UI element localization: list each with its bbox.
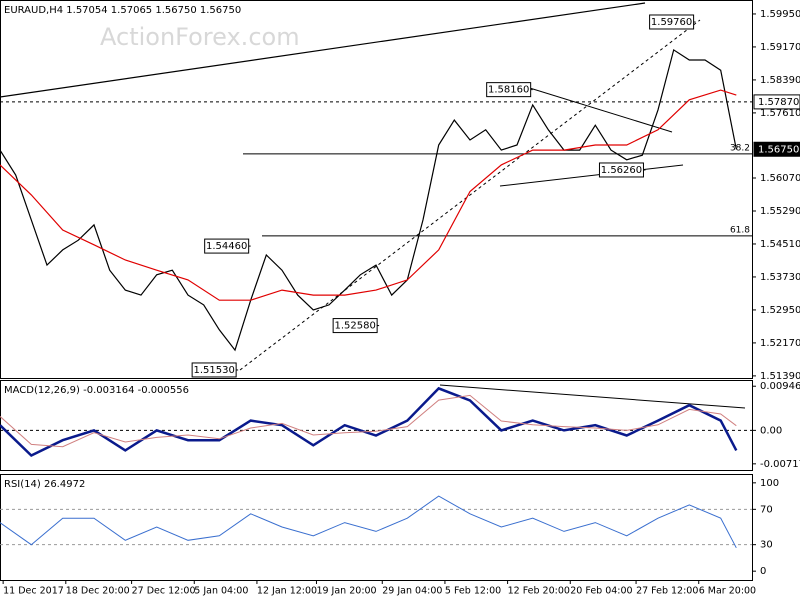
level-label: 1.57870 — [758, 97, 799, 108]
y-tick-label: 1.58390 — [760, 75, 800, 86]
y-tick-label: 1.52170 — [760, 338, 800, 349]
annotation-label: 1.56260 — [601, 165, 642, 176]
y-tick-label: 1.52950 — [760, 305, 800, 316]
x-tick-label: 6 Mar 20:00 — [699, 586, 756, 597]
x-tick-label: 12 Feb 20:00 — [508, 586, 570, 597]
trend-line — [239, 19, 701, 371]
y-tick-label: -0.007178 — [760, 459, 800, 470]
x-tick-label: 29 Jan 04:00 — [382, 586, 442, 597]
y-tick-label: 1.54510 — [760, 239, 800, 250]
series-line — [0, 48, 737, 352]
y-tick-label: 1.55290 — [760, 206, 800, 217]
annotation-label: 1.58160 — [488, 85, 529, 96]
annotation-label: 1.52580 — [334, 321, 375, 332]
series-line — [0, 394, 737, 448]
trend-line — [499, 164, 684, 187]
fib-label: 61.8 — [730, 225, 750, 235]
y-tick-label: 100 — [760, 478, 779, 489]
annotation-label: 1.59760 — [651, 17, 692, 28]
watermark: ActionForex.com — [100, 23, 300, 51]
x-tick-label: 11 Dec 2017 — [3, 586, 64, 597]
y-tick-label: 0.009466 — [760, 381, 800, 392]
level-box — [753, 141, 800, 157]
y-tick-label: 30 — [760, 540, 773, 551]
y-tick-label: 0.00 — [760, 425, 782, 436]
x-tick-label: 27 Feb 12:00 — [636, 586, 698, 597]
x-tick-label: 20 Feb 04:00 — [570, 586, 632, 597]
annotation-box — [332, 318, 378, 334]
x-tick-label: 5 Feb 12:00 — [445, 586, 501, 597]
fib-label: 38.2 — [730, 143, 750, 153]
level-box — [753, 94, 800, 110]
annotation-box — [486, 82, 532, 98]
y-tick-label: 1.53730 — [760, 272, 800, 283]
x-tick-label: 18 Dec 20:00 — [66, 586, 130, 597]
annotation-box — [204, 238, 250, 254]
series-line — [0, 386, 738, 458]
y-tick-label: 1.57610 — [760, 108, 800, 119]
trend-line — [439, 384, 746, 409]
annotation-box — [598, 162, 644, 178]
x-tick-label: 12 Jan 12:00 — [257, 586, 317, 597]
annotation-box — [649, 14, 695, 30]
trend-line — [0, 2, 646, 98]
trend-line — [519, 84, 673, 133]
y-tick-label: 1.59170 — [760, 42, 800, 53]
x-tick-label: 19 Jan 20:00 — [316, 586, 376, 597]
y-tick-label: 0 — [760, 566, 766, 577]
y-tick-label: 1.51390 — [760, 371, 800, 382]
panel-title: MACD(12,26,9) -0.003164 -0.000556 — [4, 385, 189, 396]
annotation-box — [191, 362, 237, 378]
panel-title: RSI(14) 26.4972 — [4, 479, 85, 490]
y-tick-label: 70 — [760, 504, 773, 515]
panel-frame — [0, 0, 753, 379]
x-tick-label: 5 Jan 04:00 — [194, 586, 248, 597]
panel-frame — [0, 474, 753, 581]
series-line — [0, 89, 737, 301]
annotation-label: 1.54460 — [206, 241, 247, 252]
y-tick-label: 1.59950 — [760, 9, 800, 20]
level-label: 1.56750 — [758, 144, 799, 155]
annotation-label: 1.51530 — [193, 365, 234, 376]
y-tick-label: 1.56070 — [760, 173, 800, 184]
panel-title: EURAUD,H4 1.57054 1.57065 1.56750 1.5675… — [4, 5, 241, 16]
series-line — [0, 495, 737, 549]
x-tick-label: 27 Dec 12:00 — [132, 586, 196, 597]
